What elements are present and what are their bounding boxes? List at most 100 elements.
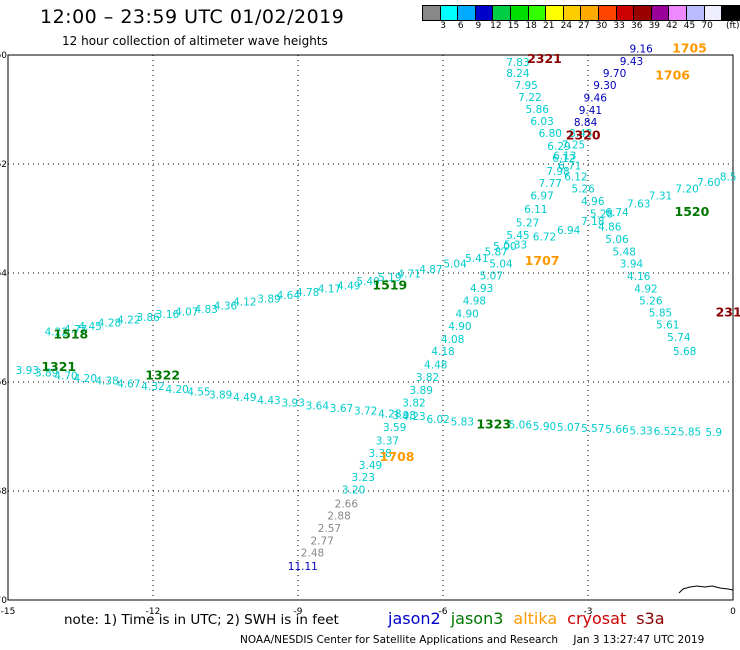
swh-value-label: 7.22 [518, 92, 541, 104]
swh-value-label: 5.61 [656, 320, 679, 332]
color-swatch [722, 6, 740, 20]
color-swatch [651, 6, 670, 20]
color-scale-tick: 12 [490, 21, 502, 31]
swh-value-label: 6.12 [564, 171, 587, 183]
color-scale-tick: 6 [457, 21, 464, 31]
track-2321-1706: 7.838.247.957.225.866.036.806.296.136.71… [506, 57, 696, 358]
swh-value-label: 4.90 [448, 321, 471, 333]
swh-value-label: 5.45 [506, 230, 529, 242]
swh-value-label: 2.57 [318, 523, 341, 535]
x-tick-label: -15 [1, 607, 16, 617]
y-tick-label: -66 [0, 378, 7, 388]
color-swatch [634, 6, 652, 20]
swh-value-label: 4.43 [257, 395, 280, 407]
swh-value-label: 4.87 [419, 264, 442, 276]
swh-value-label: 4.96 [581, 196, 605, 208]
swh-value-label: 3.37 [376, 436, 399, 448]
swh-value-label: 5.41 [465, 253, 488, 265]
color-scale-tick: 24 [560, 21, 573, 31]
swh-value-label: 7.63 [627, 199, 650, 211]
swh-value-label: 4.28 [98, 317, 121, 329]
swh-value-label: 6.80 [539, 128, 562, 140]
page-subtitle: 12 hour collection of altimeter wave hei… [62, 34, 328, 48]
color-scale-tick: 9 [475, 21, 482, 31]
swh-value-label: 3.93 [16, 365, 39, 377]
swh-value-label: 5.68 [673, 346, 696, 358]
track-1708-grey: 2.662.882.572.772.48 [301, 498, 359, 559]
satellite-legend: jason2 jason3 altika cryosat s3a [388, 609, 675, 628]
swh-value-label: 4.08 [441, 334, 464, 346]
pass-number-label: 1707 [525, 253, 560, 268]
swh-value-label: 4.20 [74, 373, 97, 385]
swh-value-label: 5.66 [605, 424, 629, 436]
swh-value-label: 2.88 [327, 510, 350, 522]
swh-value-label: 4.64 [277, 290, 301, 302]
color-scale-tick: 42 [666, 21, 678, 31]
pass-number-label: 1321 [41, 359, 76, 374]
swh-value-label: 3.89 [209, 389, 232, 401]
swh-value-label: 4.20 [165, 384, 188, 396]
color-swatch [669, 6, 687, 20]
swh-value-label: 5.26 [571, 183, 595, 195]
pass-number-label: 1520 [675, 204, 710, 219]
x-tick-label: -9 [294, 607, 303, 617]
coastline [678, 585, 734, 594]
swh-value-label: 4.12 [233, 297, 256, 309]
y-tick-label: -62 [0, 160, 7, 170]
swh-value-label: 5.06 [605, 234, 629, 246]
swh-value-label: 5.33 [504, 239, 527, 251]
swh-color-scale-labels: 3 6 9 12 15 18 21 24 27 30 33 36 39 42 45 70 [422, 21, 740, 35]
color-scale-tick: 30 [595, 21, 608, 31]
swh-value-label: 5.07 [557, 422, 580, 434]
swh-value-label: 3.59 [383, 422, 406, 434]
color-swatch [510, 6, 529, 20]
swh-color-scale [422, 5, 740, 21]
color-scale-tick: 33 [613, 21, 625, 31]
color-swatch [475, 6, 494, 20]
map-frame [7, 54, 734, 601]
swh-value-label: 6.11 [524, 204, 547, 216]
swh-value-label: 11.11 [288, 561, 318, 573]
swh-value-label: 2.77 [310, 535, 333, 547]
swh-value-label: 3.16 [156, 309, 180, 321]
y-tick-label: -70 [0, 596, 7, 606]
swh-value-label: 3.82 [402, 398, 425, 410]
color-scale-tick: 45 [683, 21, 696, 31]
swh-value-label: 4.77 [64, 324, 87, 336]
legend-jason3: jason3 [450, 609, 504, 628]
swh-value-label: 4.86 [598, 221, 622, 233]
color-scale-tick: 18 [525, 21, 537, 31]
map-grid [8, 55, 733, 600]
swh-value-label: 4.32 [141, 381, 164, 393]
color-scale-tick: 39 [648, 21, 661, 31]
swh-value-label: 5.86 [526, 104, 550, 116]
swh-value-label: 3.89 [35, 368, 58, 380]
swh-value-label: 3.23 [352, 472, 375, 484]
swh-value-label: 5.85 [649, 308, 672, 320]
swh-value-label: 5.04 [443, 259, 467, 271]
swh-value-label: 4.98 [463, 296, 486, 308]
swh-value-label: 3.64 [306, 400, 330, 412]
swh-value-label: 5.85 [678, 426, 701, 438]
color-swatch [704, 6, 723, 20]
track-1705-cyan: 8.437.256.127.987.776.976.115.275.455.00… [342, 128, 593, 497]
color-scale-tick: 27 [578, 21, 590, 31]
swh-value-label: 7.60 [697, 177, 720, 189]
y-tick-label: -68 [0, 487, 7, 497]
color-scale-tick: 70 [701, 21, 713, 31]
swh-value-label: 5.07 [480, 271, 503, 283]
swh-value-label: 6.71 [558, 160, 581, 172]
note-text: note: 1) Time is in UTC; 2) SWH is in fe… [64, 612, 339, 628]
swh-value-label: 4.67 [117, 378, 140, 390]
swh-value-label: 3.67 [330, 403, 353, 415]
swh-value-label: 5.19 [378, 272, 401, 284]
swh-value-label: 4.49 [233, 392, 256, 404]
swh-value-label: 5.33 [629, 425, 652, 437]
pass-number-label: 1519 [372, 277, 407, 292]
swh-value-label: 5.90 [533, 421, 556, 433]
swh-value-label: 3.38 [368, 448, 391, 460]
swh-value-label: 4.71 [397, 268, 420, 280]
swh-value-label: 5.00 [493, 241, 516, 253]
page-title: 12:00 – 23:59 UTC 01/02/2019 [40, 6, 345, 28]
